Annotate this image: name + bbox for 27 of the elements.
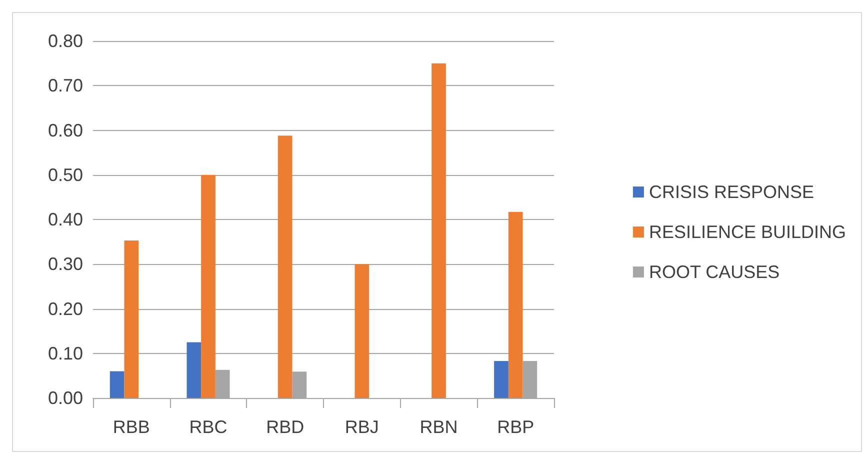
bar bbox=[432, 63, 446, 398]
y-tick-label: 0.20 bbox=[48, 298, 83, 319]
x-tick-label: RBC bbox=[189, 417, 228, 437]
x-tick-label: RBD bbox=[266, 417, 304, 437]
y-tick-label: 0.50 bbox=[48, 164, 83, 185]
bar bbox=[354, 264, 370, 398]
y-tick-label: 0.70 bbox=[48, 76, 83, 96]
y-tick-label: 0.40 bbox=[48, 210, 83, 230]
legend-label: RESILIENCE BUILDING bbox=[648, 222, 846, 242]
bar bbox=[278, 136, 292, 398]
x-tick-label: RBB bbox=[112, 417, 150, 437]
bar bbox=[110, 371, 124, 398]
bar bbox=[494, 360, 508, 398]
y-tick-label: 0.10 bbox=[48, 343, 83, 364]
x-tick-label: RBP bbox=[497, 417, 534, 437]
bar bbox=[124, 240, 139, 398]
y-tick-label: 0.00 bbox=[48, 388, 83, 408]
legend-label: CRISIS RESPONSE bbox=[648, 182, 814, 202]
bar bbox=[201, 174, 216, 398]
legend-label: ROOT CAUSES bbox=[648, 262, 780, 282]
y-tick-label: 0.80 bbox=[48, 31, 83, 51]
x-tick-label: RBN bbox=[420, 417, 458, 437]
y-tick-label: 0.30 bbox=[48, 254, 83, 274]
bar bbox=[508, 212, 523, 398]
y-tick-label: 0.60 bbox=[48, 120, 83, 140]
bar bbox=[186, 342, 202, 398]
x-tick-label: RBJ bbox=[344, 417, 379, 437]
